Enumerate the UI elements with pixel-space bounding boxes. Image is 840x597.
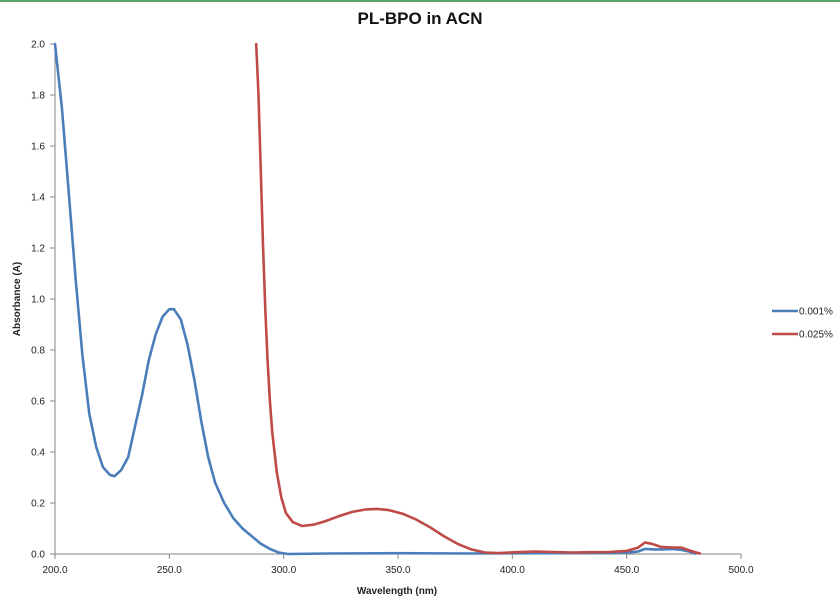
x-tick-label: 500.0 — [728, 565, 753, 576]
y-tick-label: 1.6 — [31, 142, 45, 153]
x-tick-label: 400.0 — [500, 565, 525, 576]
x-axis-label: Wavelength (nm) — [357, 586, 437, 597]
x-tick-label: 350.0 — [385, 565, 410, 576]
series-line-2 — [254, 42, 702, 555]
y-tick-label: 0.2 — [31, 499, 45, 510]
x-tick-label: 300.0 — [271, 565, 296, 576]
x-tick-label: 200.0 — [42, 565, 67, 576]
x-axis: 200.0 250.0 300.0 350.0 400.0 450.0 500.0 — [42, 553, 754, 576]
y-tick-label: 0.6 — [31, 397, 45, 408]
y-tick-label: 1.8 — [31, 91, 45, 102]
y-axis: 0.0 0.2 0.4 0.6 0.8 1.0 1.2 1.4 1.6 1.8 2.0 — [31, 40, 56, 561]
x-tick-label: 250.0 — [157, 565, 182, 576]
y-tick-label: 1.0 — [31, 295, 45, 306]
legend: 0.001% 0.025% — [772, 307, 833, 341]
y-axis-label: Absorbance (A) — [12, 262, 23, 336]
y-tick-label: 0.4 — [31, 448, 45, 459]
y-tick-label: 0.8 — [31, 346, 45, 357]
y-tick-label: 2.0 — [31, 40, 45, 51]
legend-label-2: 0.025% — [799, 330, 833, 341]
y-tick-label: 1.4 — [31, 193, 45, 204]
plot-lines — [53, 42, 702, 556]
y-tick-label: 0.0 — [31, 550, 45, 561]
legend-label-1: 0.001% — [799, 307, 833, 318]
y-tick-label: 1.2 — [31, 244, 45, 255]
chart-title: PL-BPO in ACN — [358, 9, 483, 28]
series-line-1 — [53, 42, 697, 556]
x-tick-label: 450.0 — [614, 565, 639, 576]
